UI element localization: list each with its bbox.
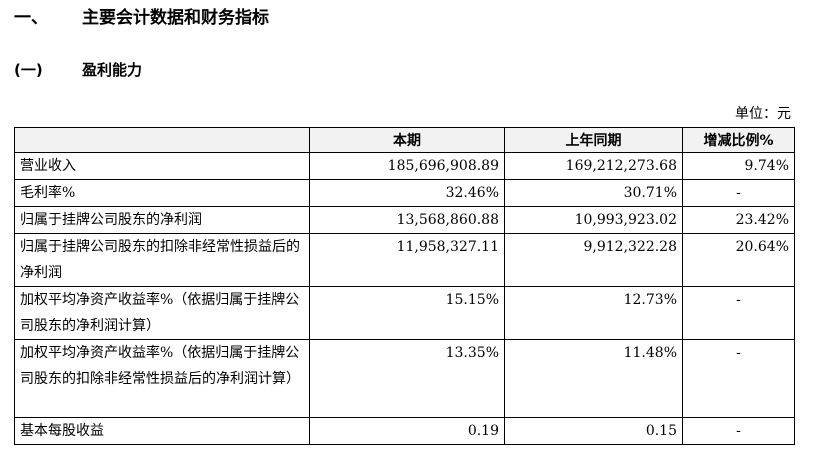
subsection-number: (一)	[14, 61, 43, 79]
current-value: 15.15%	[309, 286, 505, 340]
current-value: 13.35%	[309, 339, 505, 418]
current-value: 11,958,327.11	[309, 233, 505, 287]
change-value: -	[682, 179, 795, 207]
row-label: 营业收入	[14, 152, 310, 180]
current-value: 0.19	[309, 417, 505, 445]
table-row: 加权平均净资产收益率%（依据归属于挂牌公司股东的净利润计算） 15.15% 12…	[14, 286, 795, 340]
column-header-previous: 上年同期	[504, 127, 683, 153]
table-row: 基本每股收益 0.19 0.15 -	[14, 417, 795, 445]
change-value: 20.64%	[682, 233, 795, 287]
table-row: 归属于挂牌公司股东的扣除非经常性损益后的净利润 11,958,327.11 9,…	[14, 233, 795, 287]
table-row: 营业收入 185,696,908.89 169,212,273.68 9.74%	[14, 152, 795, 180]
previous-value: 11.48%	[504, 339, 683, 418]
change-value: -	[682, 417, 795, 445]
row-label: 加权平均净资产收益率%（依据归属于挂牌公司股东的扣除非经常性损益后的净利润计算）	[14, 339, 310, 418]
row-label: 基本每股收益	[14, 417, 310, 445]
subsection-heading: (一) 盈利能力	[14, 58, 142, 82]
change-value: -	[682, 339, 795, 418]
previous-value: 0.15	[504, 417, 683, 445]
table-row: 加权平均净资产收益率%（依据归属于挂牌公司股东的扣除非经常性损益后的净利润计算）…	[14, 339, 795, 418]
current-value: 185,696,908.89	[309, 152, 505, 180]
change-value: 23.42%	[682, 206, 795, 234]
row-label: 归属于挂牌公司股东的扣除非经常性损益后的净利润	[14, 233, 310, 287]
subsection-title: 盈利能力	[82, 61, 143, 79]
section-title: 主要会计数据和财务指标	[82, 8, 269, 28]
table-row: 毛利率% 32.46% 30.71% -	[14, 179, 795, 207]
change-value: 9.74%	[682, 152, 795, 180]
section-heading: 一、 主要会计数据和财务指标	[14, 4, 269, 32]
change-value: -	[682, 286, 795, 340]
section-number: 一、	[14, 8, 48, 28]
column-header-item	[14, 127, 310, 153]
previous-value: 30.71%	[504, 179, 683, 207]
table-header-row: 本期 上年同期 增减比例%	[14, 127, 795, 153]
column-header-change: 增减比例%	[682, 127, 795, 153]
previous-value: 9,912,322.28	[504, 233, 683, 287]
table-row: 归属于挂牌公司股东的净利润 13,568,860.88 10,993,923.0…	[14, 206, 795, 234]
financial-indicators-table: 本期 上年同期 增减比例% 营业收入 185,696,908.89 169,21…	[14, 127, 795, 445]
unit-label: 单位：元	[735, 106, 791, 122]
current-value: 13,568,860.88	[309, 206, 505, 234]
row-label: 归属于挂牌公司股东的净利润	[14, 206, 310, 234]
previous-value: 169,212,273.68	[504, 152, 683, 180]
row-label: 加权平均净资产收益率%（依据归属于挂牌公司股东的净利润计算）	[14, 286, 310, 340]
row-label: 毛利率%	[14, 179, 310, 207]
current-value: 32.46%	[309, 179, 505, 207]
previous-value: 12.73%	[504, 286, 683, 340]
previous-value: 10,993,923.02	[504, 206, 683, 234]
column-header-current: 本期	[309, 127, 505, 153]
